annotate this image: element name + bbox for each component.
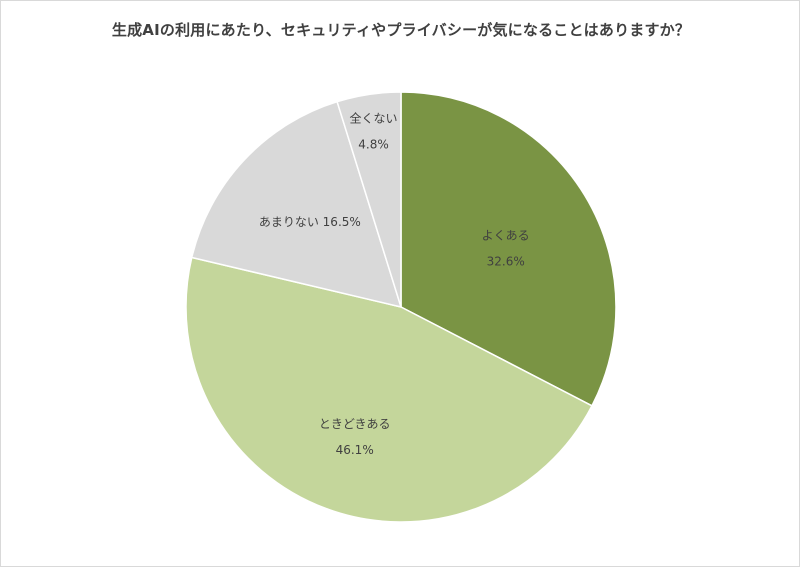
pie-labels: よくある 32.6% ときどきある 46.1% あまりない 16.5% 全くない 4.8% [259,110,530,457]
pie-slice [185,256,593,523]
slice-category-label: よくある [482,228,530,242]
chart-title: 生成AIの利用にあたり、セキュリティやプライバシーが気になることはありますか？ [111,21,691,39]
pie-slice [336,91,402,308]
slice-category-label: あまりない [259,215,323,229]
pie-slice [400,91,617,407]
slice-category-label: 全くない [350,110,398,125]
slice-value-label: 16.5% [323,215,361,229]
slice-label: あまりない 16.5% [259,215,361,229]
slice-value-label: 4.8% [358,137,389,151]
slice-value-label: 32.6% [487,254,525,268]
slice-category-label: ときどきある [319,417,391,431]
pie-slices [185,91,617,523]
slice-label: ときどきある 46.1% [319,417,391,457]
slice-label: よくある 32.6% [482,228,530,268]
pie-slice [190,100,403,309]
slice-label: 全くない 4.8% [350,110,398,151]
slice-value-label: 46.1% [336,443,374,457]
